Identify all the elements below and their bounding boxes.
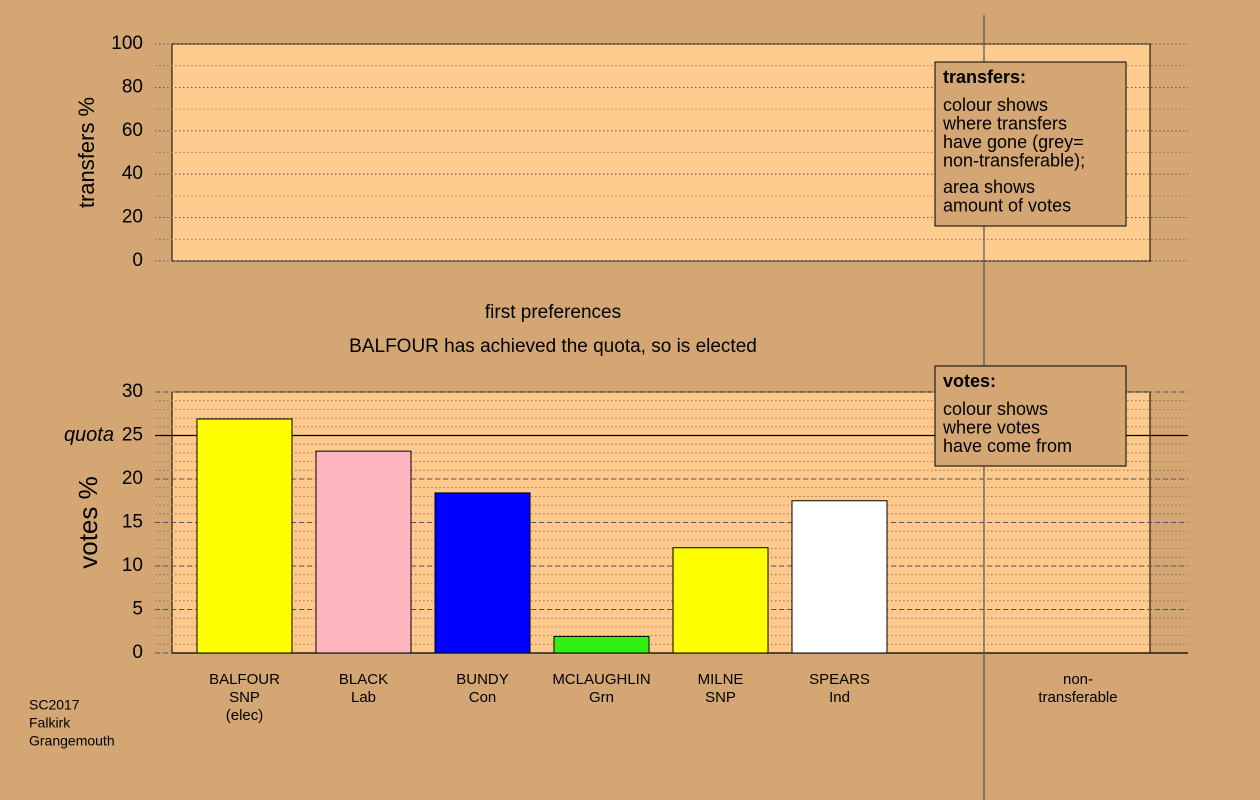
y-tick-label: 80 — [122, 76, 143, 97]
x-tick-label: SNP — [229, 689, 260, 706]
x-tick-label: MILNE — [698, 671, 744, 688]
source: Falkirk — [29, 715, 71, 731]
legend-box — [934, 61, 1127, 227]
bar — [315, 450, 412, 654]
source: SC2017 — [29, 697, 80, 713]
reference-label: quota — [64, 424, 114, 446]
x-tick-label: BUNDY — [456, 671, 509, 688]
legend-title: votes: — [943, 371, 996, 391]
x-tick-label: BLACK — [339, 671, 388, 688]
x-tick-label: non- — [1063, 671, 1093, 688]
legend-text: have gone (grey= — [943, 132, 1084, 152]
y-axis-label: votes % — [73, 476, 103, 569]
x-tick-label: Ind — [829, 689, 850, 706]
legend-text: where transfers — [942, 113, 1067, 133]
y-axis-label: transfers % — [74, 97, 99, 208]
legend-text: area shows — [943, 177, 1035, 197]
bar — [553, 635, 650, 654]
y-tick-label: 0 — [132, 250, 143, 271]
x-tick-label: BALFOUR — [209, 671, 280, 688]
bar — [434, 492, 531, 654]
source: Grangemouth — [29, 733, 115, 749]
legend-text: colour shows — [943, 399, 1048, 419]
legend-box — [934, 365, 1127, 467]
legend-text: non-transferable); — [943, 150, 1085, 170]
chart-subtitle: BALFOUR has achieved the quota, so is el… — [349, 336, 757, 357]
legend-text: have come from — [943, 436, 1072, 456]
x-tick-label: Grn — [589, 689, 614, 706]
marks — [172, 418, 1188, 654]
y-tick-label: 100 — [111, 33, 143, 54]
x-tick-label: MCLAUGHLIN — [552, 671, 650, 688]
bar — [672, 547, 769, 654]
y-tick-label: 20 — [122, 468, 143, 489]
bar — [791, 500, 888, 654]
x-tick-label: (elec) — [226, 707, 264, 724]
legend-text: amount of votes — [943, 195, 1071, 215]
y-tick-label: 25 — [122, 425, 143, 446]
y-tick-label: 40 — [122, 163, 143, 184]
legend-text: colour shows — [943, 95, 1048, 115]
x-tick-label: SNP — [705, 689, 736, 706]
y-tick-label: 60 — [122, 120, 143, 141]
y-tick-label: 30 — [122, 381, 143, 402]
y-tick-label: 20 — [122, 207, 143, 228]
x-tick-label: Con — [469, 689, 497, 706]
x-tick-label: Lab — [351, 689, 376, 706]
y-tick-label: 10 — [122, 555, 143, 576]
bar — [196, 418, 293, 654]
y-tick-label: 15 — [122, 512, 143, 533]
x-tick-label: SPEARS — [809, 671, 870, 688]
legend-title: transfers: — [943, 67, 1026, 87]
legend-text: where votes — [942, 417, 1040, 437]
y-tick-label: 0 — [132, 642, 143, 663]
y-tick-label: 5 — [132, 599, 143, 620]
chart-title: first preferences — [485, 302, 621, 323]
x-tick-label: transferable — [1038, 689, 1117, 706]
